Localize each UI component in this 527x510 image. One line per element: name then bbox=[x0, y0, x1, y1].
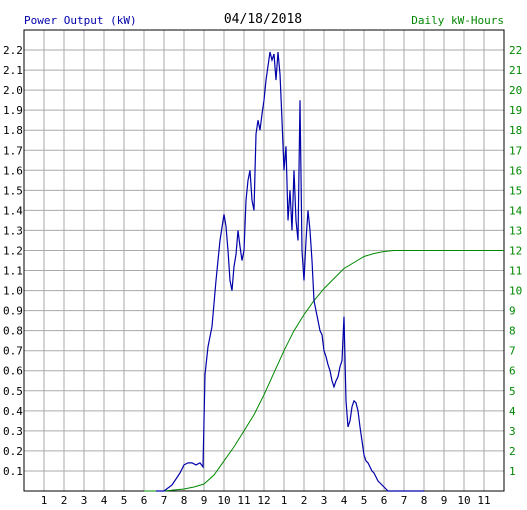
right-tick-label: 1 bbox=[509, 465, 516, 478]
right-tick-label: 6 bbox=[509, 365, 516, 378]
x-tick-label: 11 bbox=[237, 494, 250, 507]
left-tick-label: 0.1 bbox=[3, 465, 23, 478]
right-tick-label: 5 bbox=[509, 385, 516, 398]
energy-series-line bbox=[144, 250, 504, 492]
left-tick-label: 0.2 bbox=[3, 445, 23, 458]
x-tick-label: 4 bbox=[341, 494, 348, 507]
x-tick-label: 3 bbox=[81, 494, 88, 507]
x-tick-label: 2 bbox=[301, 494, 308, 507]
right-tick-label: 14 bbox=[509, 204, 523, 217]
x-tick-label: 2 bbox=[61, 494, 68, 507]
right-tick-label: 4 bbox=[509, 405, 516, 418]
right-tick-label: 10 bbox=[509, 285, 522, 298]
right-tick-label: 19 bbox=[509, 104, 522, 117]
right-tick-label: 17 bbox=[509, 144, 522, 157]
right-tick-label: 7 bbox=[509, 345, 516, 358]
x-tick-label: 10 bbox=[457, 494, 470, 507]
power-series-line bbox=[156, 51, 424, 492]
right-tick-label: 13 bbox=[509, 224, 522, 237]
x-tick-label: 8 bbox=[421, 494, 428, 507]
x-tick-label: 4 bbox=[101, 494, 108, 507]
left-tick-label: 2.2 bbox=[3, 44, 23, 57]
left-tick-label: 0.8 bbox=[3, 325, 23, 338]
right-tick-label: 8 bbox=[509, 325, 516, 338]
left-tick-label: 1.0 bbox=[3, 285, 23, 298]
left-tick-label: 1.3 bbox=[3, 224, 23, 237]
right-tick-label: 12 bbox=[509, 244, 522, 257]
x-tick-label: 7 bbox=[401, 494, 408, 507]
left-tick-label: 1.6 bbox=[3, 164, 23, 177]
right-tick-label: 20 bbox=[509, 84, 522, 97]
left-tick-label: 2.1 bbox=[3, 64, 23, 77]
right-tick-label: 9 bbox=[509, 305, 516, 318]
x-tick-label: 7 bbox=[161, 494, 168, 507]
left-tick-label: 0.3 bbox=[3, 425, 23, 438]
plot-frame bbox=[23, 29, 505, 492]
left-tick-label: 1.2 bbox=[3, 244, 23, 257]
left-tick-label: 0.5 bbox=[3, 385, 23, 398]
right-tick-label: 16 bbox=[509, 164, 522, 177]
x-tick-label: 3 bbox=[321, 494, 328, 507]
x-tick-label: 5 bbox=[121, 494, 128, 507]
x-tick-label: 6 bbox=[381, 494, 388, 507]
x-tick-label: 5 bbox=[361, 494, 368, 507]
right-axis-label: Daily kW-Hours bbox=[411, 14, 504, 27]
x-tick-label: 6 bbox=[141, 494, 148, 507]
right-tick-label: 22 bbox=[509, 44, 522, 57]
x-tick-label: 9 bbox=[201, 494, 208, 507]
right-tick-label: 18 bbox=[509, 124, 522, 137]
right-tick-label: 15 bbox=[509, 184, 522, 197]
x-tick-label: 9 bbox=[441, 494, 448, 507]
x-tick-label: 10 bbox=[217, 494, 230, 507]
x-axis-ticks: 1 2 3 4 5 6 7 8 9 10 11 12 1 2 3 4 5 6 7 8 9 10 11 bbox=[41, 494, 491, 507]
left-axis-label: Power Output (kW) bbox=[24, 14, 137, 27]
left-tick-label: 1.9 bbox=[3, 104, 23, 117]
right-tick-label: 21 bbox=[509, 64, 522, 77]
right-tick-label: 3 bbox=[509, 425, 516, 438]
x-tick-label: 8 bbox=[181, 494, 188, 507]
left-tick-label: 0.4 bbox=[3, 405, 23, 418]
right-tick-label: 2 bbox=[509, 445, 516, 458]
left-tick-label: 2.0 bbox=[3, 84, 23, 97]
left-tick-label: 1.4 bbox=[3, 204, 23, 217]
left-tick-label: 0.9 bbox=[3, 305, 23, 318]
left-tick-label: 1.5 bbox=[3, 184, 23, 197]
x-tick-label: 1 bbox=[41, 494, 48, 507]
left-axis-ticks: 0.1 0.2 0.3 0.4 0.5 0.6 0.7 0.8 0.9 1.0 1.1 1.2 1.3 1… bbox=[3, 44, 23, 478]
chart-title: 04/18/2018 bbox=[224, 12, 302, 27]
left-tick-label: 1.7 bbox=[3, 144, 23, 157]
left-tick-label: 0.7 bbox=[3, 345, 23, 358]
left-tick-label: 1.8 bbox=[3, 124, 23, 137]
left-tick-label: 1.1 bbox=[3, 265, 23, 278]
x-tick-label: 11 bbox=[477, 494, 490, 507]
right-tick-label: 11 bbox=[509, 265, 522, 278]
x-tick-label: 1 bbox=[281, 494, 288, 507]
x-tick-label: 12 bbox=[257, 494, 270, 507]
left-tick-label: 0.6 bbox=[3, 365, 23, 378]
grid bbox=[24, 30, 504, 491]
